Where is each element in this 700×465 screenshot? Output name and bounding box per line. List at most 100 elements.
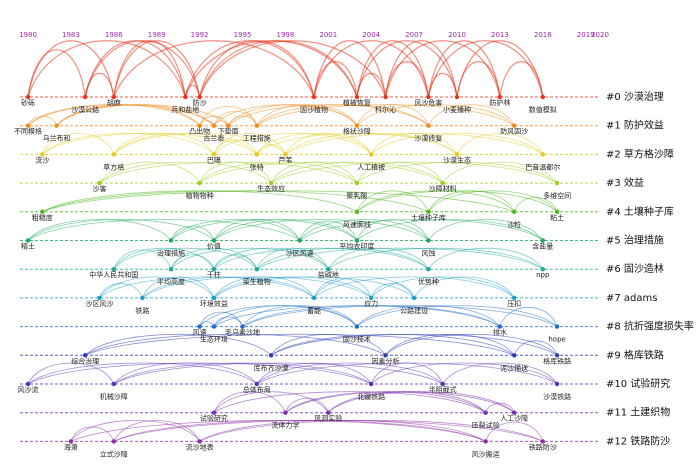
link-arc [199, 40, 315, 98]
keyword-node [111, 152, 117, 157]
keyword-node [197, 123, 202, 128]
keyword-node [383, 353, 388, 358]
keyword-node [540, 238, 545, 243]
keyword-label: 流体力学 [271, 421, 299, 430]
link-arc [356, 219, 429, 241]
year-label: 1989 [148, 31, 166, 39]
keyword-node [197, 324, 202, 329]
keyword-node [25, 123, 31, 128]
keyword-node [326, 410, 331, 415]
link-arc [299, 219, 544, 241]
link-arc [213, 391, 329, 413]
link-arc [299, 220, 358, 241]
cluster-label: #3 效益 [606, 176, 644, 189]
keyword-label: 风洞实验 [314, 414, 342, 423]
keyword-label: 固沙植物 [300, 105, 328, 114]
link-arc [428, 104, 515, 126]
keyword-label: 沙漠修复 [414, 134, 442, 143]
keyword-node [554, 381, 560, 387]
link-arc [442, 161, 558, 184]
link-arc [213, 219, 358, 241]
keyword-label: 治理措施 [157, 249, 185, 258]
keyword-label: 压扣 [507, 299, 521, 308]
link-arc [370, 283, 415, 299]
link-arc [113, 362, 443, 385]
link-arc [70, 420, 200, 442]
keyword-label: 生态环境 [200, 335, 228, 344]
link-arc [113, 249, 172, 270]
keyword-label: 沙漠生态 [443, 155, 471, 164]
keyword-node [254, 152, 259, 157]
keyword-node [354, 123, 360, 128]
keyword-label: 铁路 [135, 306, 149, 315]
keyword-node [240, 324, 245, 329]
keyword-label: 半阻截式 [429, 385, 457, 394]
cluster-label: #8 抗折强度损失率 [606, 320, 694, 333]
keyword-node [40, 209, 45, 214]
link-arc [170, 247, 258, 270]
keyword-label: 张特 [250, 162, 264, 171]
keyword-label: 沙害 [93, 184, 107, 193]
keyword-label: 平均衣印度 [339, 242, 374, 251]
keyword-node [283, 152, 288, 157]
link-arc [270, 333, 558, 356]
cluster-label: #6 固沙造林 [606, 262, 664, 275]
keyword-node [426, 94, 431, 100]
link-arc [27, 40, 186, 98]
keyword-label: 环境效益 [200, 299, 228, 308]
keyword-node [111, 94, 117, 100]
link-arc [370, 133, 458, 155]
keyword-label: 巴噶 [207, 155, 221, 164]
keyword-label: npp [536, 271, 550, 279]
link-arc [313, 40, 429, 98]
year-label: 1986 [105, 31, 123, 39]
link-arc [213, 247, 429, 270]
keyword-label: 凸出物 [189, 127, 210, 136]
keyword-label: 干柱 [207, 270, 221, 279]
keyword-label: 立式沙障 [100, 449, 128, 458]
keyword-label: 沙区风沙 [86, 300, 114, 308]
keyword-node [369, 381, 374, 387]
arcs [27, 40, 558, 442]
link-arc [213, 276, 372, 299]
keyword-node [211, 267, 217, 272]
keyword-label: 草方格 [103, 162, 124, 171]
link-arc [199, 161, 358, 184]
keyword-node [40, 152, 45, 157]
keyword-label: 沙区风速 [286, 250, 314, 258]
keyword-node [226, 123, 231, 128]
link-arc [370, 362, 558, 385]
keyword-node [354, 238, 360, 243]
link-arc [113, 247, 258, 270]
link-arc [385, 334, 515, 356]
link-arc [270, 334, 386, 356]
link-arc [213, 219, 301, 241]
keyword-label: 精土 [21, 242, 35, 251]
cluster-label: #12 铁路防沙 [606, 434, 670, 447]
keyword-node [311, 295, 317, 301]
keyword-label: 含盐量 [532, 242, 553, 251]
keyword-label: 芦苇 [278, 155, 292, 164]
link-arc [285, 133, 458, 155]
link-arc [142, 276, 315, 299]
keyword-label: 优势种 [418, 277, 439, 286]
keyword-label: 风沙危害 [414, 98, 442, 107]
cluster-label: #7 adams [606, 293, 657, 304]
keyword-label: 综合治理 [71, 356, 99, 365]
keyword-label: 风沙流 [18, 385, 39, 394]
keyword-node [211, 238, 217, 243]
keyword-node [512, 209, 517, 214]
keyword-node [25, 238, 31, 243]
keyword-node [540, 439, 545, 444]
keyword-node [454, 94, 460, 100]
keyword-node [83, 353, 88, 358]
keyword-node [254, 381, 259, 387]
keyword-node [197, 180, 202, 186]
link-arc [227, 104, 358, 126]
keyword-node [183, 94, 188, 100]
cluster-label: #4 土壤种子库 [606, 205, 674, 218]
keyword-label: 总体布局 [243, 385, 271, 394]
keyword-label: 风速 [193, 329, 207, 337]
